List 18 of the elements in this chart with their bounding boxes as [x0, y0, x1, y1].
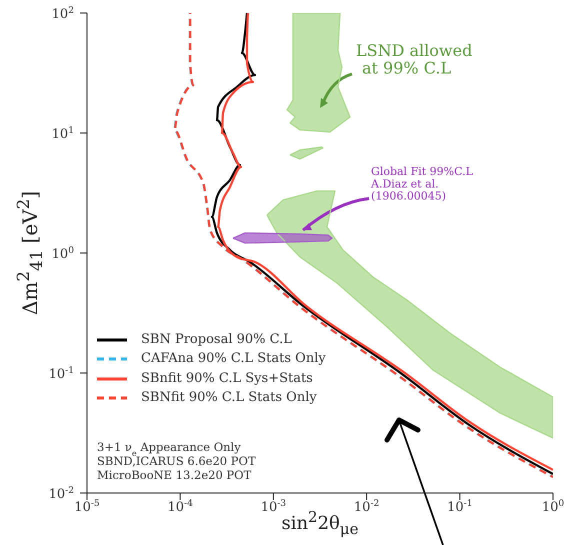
annotation: LSND allowed at 99% C.L [356, 41, 472, 78]
legend-label: CAFAna 90% C.L Stats Only [141, 350, 326, 368]
x-tick-label: 10$^{0}$ [542, 499, 564, 515]
x-tick-label: 10$^{-4}$ [167, 499, 194, 515]
y-tick-label: 10$^{-1}$ [48, 366, 74, 382]
x-tick-label: 10$^{-5}$ [74, 499, 100, 515]
y-tick-label: 10$^{2}$ [52, 6, 74, 22]
legend-label: SBN Proposal 90% C.L [141, 330, 292, 349]
y-tick-label: 10$^{0}$ [52, 246, 74, 262]
annotation: 3+1 ν$_{e}$ Appearance Only SBND,ICARUS 6.6e20 POT MicroBooNE 13.2e20 POT [97, 440, 256, 482]
y-tick-label: 10$^{1}$ [52, 126, 74, 142]
legend-label: SBnfit 90% C.L Sys+Stats [141, 370, 313, 388]
x-tick-label: 10$^{-3}$ [260, 499, 286, 515]
legend-label: SBNfit 90% C.L Stats Only [141, 389, 317, 408]
y-tick-label: 10$^{-2}$ [48, 486, 74, 502]
annotation: Global Fit 99%C.L A.Diaz et al. (1906.00045) [370, 165, 474, 202]
x-tick-label: 10$^{-1}$ [447, 499, 473, 515]
x-tick-label: 10$^{-2}$ [354, 499, 380, 515]
